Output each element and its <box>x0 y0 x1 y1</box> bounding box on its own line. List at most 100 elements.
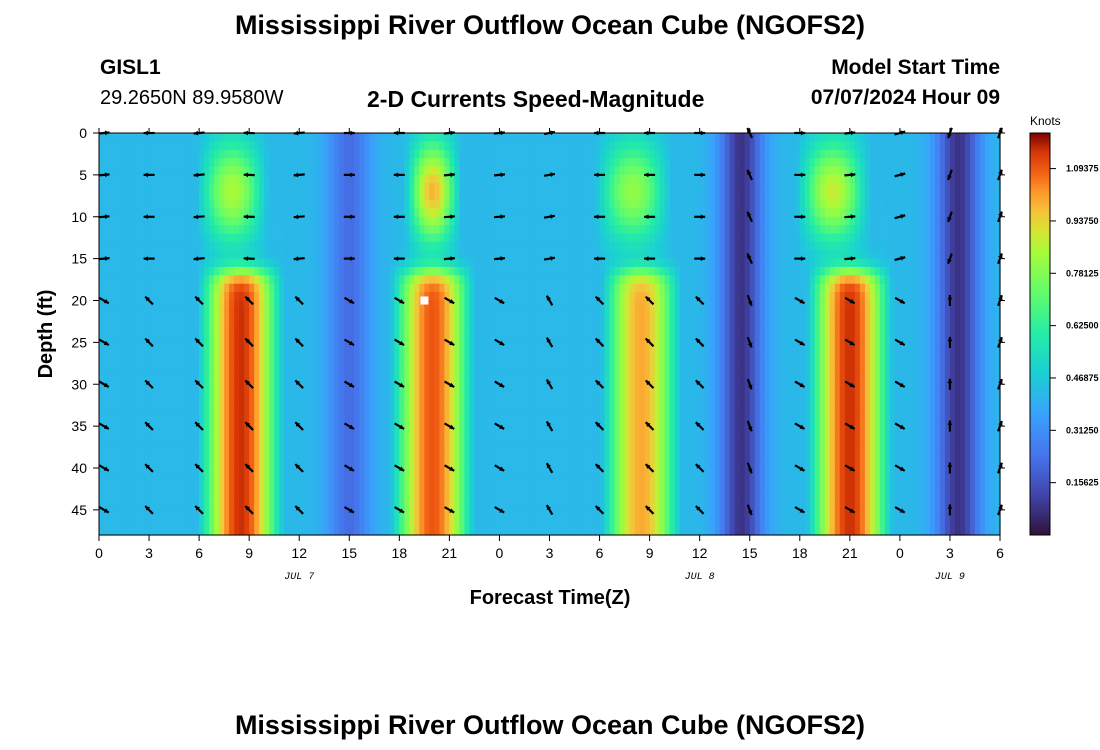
heatmap-cell <box>669 174 676 184</box>
heatmap-cell <box>644 216 651 226</box>
heatmap-cell <box>334 250 340 260</box>
heatmap-cell <box>249 292 255 302</box>
heatmap-cell <box>729 141 736 151</box>
heatmap-cell <box>964 317 971 327</box>
heatmap-cell <box>914 174 921 184</box>
heatmap-cell <box>329 308 335 318</box>
heatmap-cell <box>834 158 841 168</box>
heatmap-cell <box>924 283 931 293</box>
heatmap-cell <box>174 149 180 159</box>
heatmap-cell <box>344 149 350 159</box>
heatmap-cell <box>499 133 506 142</box>
heatmap-cell <box>694 308 701 318</box>
heatmap-cell <box>279 300 285 310</box>
heatmap-cell <box>554 200 561 209</box>
heatmap-cell <box>179 133 185 142</box>
heatmap-cell <box>254 166 260 176</box>
heatmap-cell <box>969 258 976 268</box>
heatmap-cell <box>379 200 385 209</box>
heatmap-cell <box>194 334 200 343</box>
heatmap-cell <box>599 300 606 310</box>
heatmap-cell <box>164 300 170 310</box>
heatmap-cell <box>959 174 966 184</box>
heatmap-cell <box>234 166 240 176</box>
heatmap-cell <box>739 267 746 276</box>
heatmap-cell <box>164 158 170 168</box>
heatmap-cell <box>184 191 190 201</box>
heatmap-cell <box>674 267 681 276</box>
heatmap-cell <box>774 325 781 335</box>
heatmap-cell <box>589 208 596 218</box>
heatmap-cell <box>574 342 581 352</box>
heatmap-cell <box>854 141 861 151</box>
heatmap-cell <box>764 250 771 260</box>
heatmap-cell <box>174 216 180 226</box>
heatmap-cell <box>559 141 566 151</box>
heatmap-cell <box>774 317 781 327</box>
heatmap-cell <box>284 275 290 285</box>
heatmap-cell <box>869 216 876 226</box>
heatmap-cell <box>559 267 566 276</box>
heatmap-cell <box>524 275 531 285</box>
heatmap-cell <box>769 267 776 276</box>
heatmap-cell <box>764 350 771 360</box>
heatmap-cell <box>99 174 105 184</box>
heatmap-cell <box>419 158 425 168</box>
heatmap-cell <box>459 359 466 369</box>
heatmap-cell <box>164 250 170 260</box>
heatmap-cell <box>419 225 425 235</box>
heatmap-cell <box>774 133 781 142</box>
heatmap-cell <box>669 275 676 285</box>
heatmap-cell <box>319 241 325 251</box>
heatmap-cell <box>804 133 811 142</box>
heatmap-cell <box>759 225 766 235</box>
heatmap-cell <box>554 174 561 184</box>
heatmap-cell <box>764 275 771 285</box>
heatmap-cell <box>459 250 466 260</box>
heatmap-cell <box>184 325 190 335</box>
heatmap-cell <box>554 283 561 293</box>
heatmap-cell <box>554 183 561 193</box>
heatmap-cell <box>449 174 455 184</box>
heatmap-cell <box>119 258 125 268</box>
heatmap-cell <box>229 267 235 276</box>
heatmap-cell <box>829 334 836 343</box>
heatmap-cell <box>864 317 871 327</box>
heatmap-cell <box>424 350 430 360</box>
heatmap-cell <box>974 233 981 243</box>
heatmap-cell <box>884 133 891 142</box>
heatmap-cell <box>654 359 661 369</box>
heatmap-cell <box>304 191 310 201</box>
heatmap-cell <box>349 334 355 343</box>
heatmap-cell <box>434 350 440 360</box>
heatmap-cell <box>844 225 851 235</box>
heatmap-cell <box>779 308 786 318</box>
heatmap-cell <box>484 308 491 318</box>
heatmap-cell <box>369 191 375 201</box>
heatmap-cell <box>669 359 676 369</box>
heatmap-cell <box>764 166 771 176</box>
heatmap-cell <box>559 216 566 226</box>
heatmap-cell <box>319 359 325 369</box>
heatmap-cell <box>479 308 486 318</box>
heatmap-cell <box>574 216 581 226</box>
heatmap-cell <box>604 200 611 209</box>
heatmap-cell <box>959 208 966 218</box>
heatmap-cell <box>839 283 846 293</box>
heatmap-cell <box>109 225 115 235</box>
heatmap-cell <box>889 233 896 243</box>
heatmap-cell <box>534 149 541 159</box>
heatmap-cell <box>794 275 801 285</box>
heatmap-cell <box>494 325 501 335</box>
heatmap-cell <box>934 283 941 293</box>
heatmap-cell <box>484 300 491 310</box>
heatmap-cell <box>929 325 936 335</box>
heatmap-cell <box>299 158 305 168</box>
heatmap-cell <box>584 308 591 318</box>
heatmap-cell <box>424 216 430 226</box>
heatmap-cell <box>469 174 476 184</box>
heatmap-cell <box>689 241 696 251</box>
heatmap-cell <box>729 275 736 285</box>
heatmap-cell <box>349 191 355 201</box>
heatmap-cell <box>909 191 916 201</box>
